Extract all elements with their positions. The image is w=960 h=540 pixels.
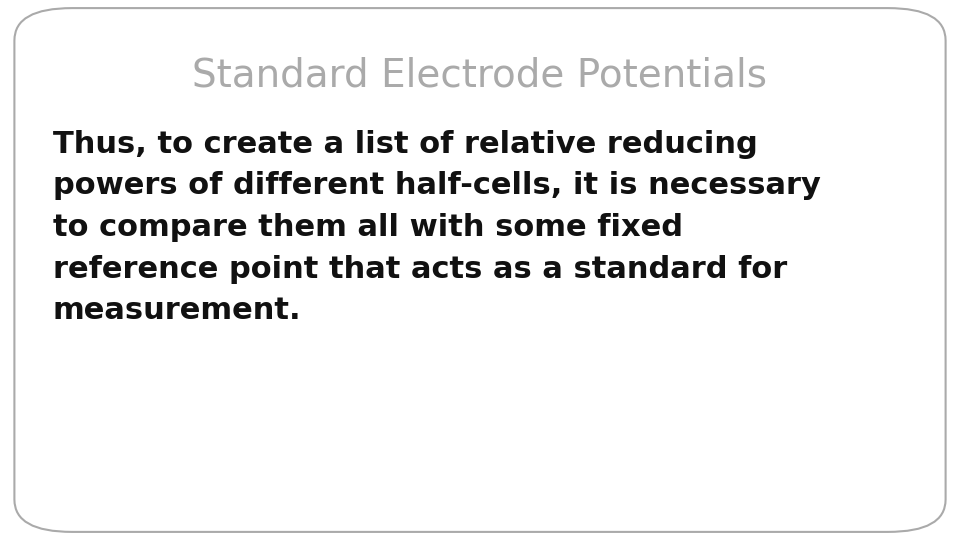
FancyBboxPatch shape — [14, 8, 946, 532]
Text: Standard Electrode Potentials: Standard Electrode Potentials — [193, 57, 767, 94]
Text: Thus, to create a list of relative reducing
powers of different half-cells, it i: Thus, to create a list of relative reduc… — [53, 130, 821, 325]
